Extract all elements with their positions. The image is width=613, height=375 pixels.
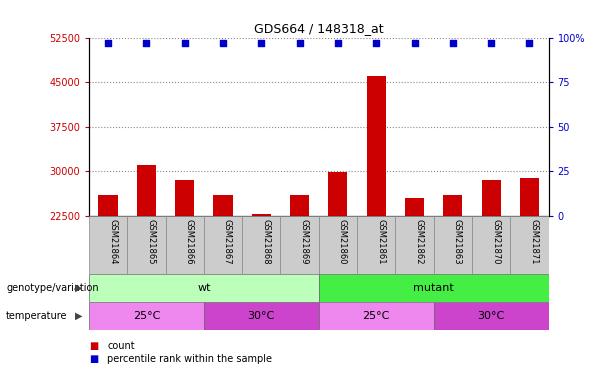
Text: ■: ■	[89, 354, 98, 364]
Bar	[137, 165, 156, 216]
Bar	[434, 216, 472, 274]
Bar	[329, 172, 348, 216]
Point	[525, 40, 535, 46]
Text: wt: wt	[197, 283, 211, 293]
Text: GSM21864: GSM21864	[108, 219, 117, 264]
Point	[180, 40, 189, 46]
Bar	[405, 198, 424, 216]
Bar	[89, 216, 128, 274]
Bar	[319, 302, 434, 330]
Text: 25°C: 25°C	[362, 311, 390, 321]
Bar	[319, 216, 357, 274]
Text: 30°C: 30°C	[478, 311, 504, 321]
Text: GSM21860: GSM21860	[338, 219, 347, 264]
Text: 25°C: 25°C	[132, 311, 160, 321]
Text: count: count	[107, 340, 135, 351]
Bar	[252, 214, 271, 216]
Text: percentile rank within the sample: percentile rank within the sample	[107, 354, 272, 364]
Text: GSM21868: GSM21868	[261, 219, 270, 264]
Point	[103, 40, 113, 46]
Bar	[281, 216, 319, 274]
Bar	[89, 302, 204, 330]
Point	[142, 40, 151, 46]
Bar	[482, 180, 501, 216]
Text: GSM21861: GSM21861	[376, 219, 385, 264]
Text: ▶: ▶	[75, 311, 83, 321]
Text: 30°C: 30°C	[248, 311, 275, 321]
Text: temperature: temperature	[6, 311, 67, 321]
Text: GSM21866: GSM21866	[185, 219, 194, 264]
Point	[448, 40, 458, 46]
Bar	[204, 302, 319, 330]
Text: GSM21865: GSM21865	[147, 219, 155, 264]
Bar	[443, 195, 462, 216]
Bar	[99, 195, 118, 216]
Text: genotype/variation: genotype/variation	[6, 283, 99, 293]
Bar	[175, 180, 194, 216]
Bar	[510, 216, 549, 274]
Text: mutant: mutant	[413, 283, 454, 293]
Text: GSM21867: GSM21867	[223, 219, 232, 264]
Point	[218, 40, 228, 46]
Text: ▶: ▶	[75, 283, 83, 293]
Bar	[290, 195, 309, 216]
Point	[333, 40, 343, 46]
Bar	[204, 216, 242, 274]
Bar	[357, 216, 395, 274]
Point	[486, 40, 496, 46]
Point	[409, 40, 419, 46]
Bar	[472, 216, 510, 274]
Bar	[166, 216, 204, 274]
Bar	[520, 178, 539, 216]
Text: ■: ■	[89, 340, 98, 351]
Text: GSM21869: GSM21869	[300, 219, 308, 264]
Title: GDS664 / 148318_at: GDS664 / 148318_at	[254, 22, 384, 35]
Point	[256, 40, 266, 46]
Bar	[242, 216, 281, 274]
Point	[371, 40, 381, 46]
Point	[295, 40, 305, 46]
Bar	[367, 76, 386, 216]
Bar	[213, 195, 232, 216]
Text: GSM21870: GSM21870	[491, 219, 500, 264]
Bar	[89, 274, 319, 302]
Bar	[128, 216, 166, 274]
Bar	[319, 274, 549, 302]
Text: GSM21862: GSM21862	[414, 219, 424, 264]
Text: GSM21863: GSM21863	[453, 219, 462, 264]
Bar	[434, 302, 549, 330]
Bar	[395, 216, 434, 274]
Text: GSM21871: GSM21871	[530, 219, 538, 264]
